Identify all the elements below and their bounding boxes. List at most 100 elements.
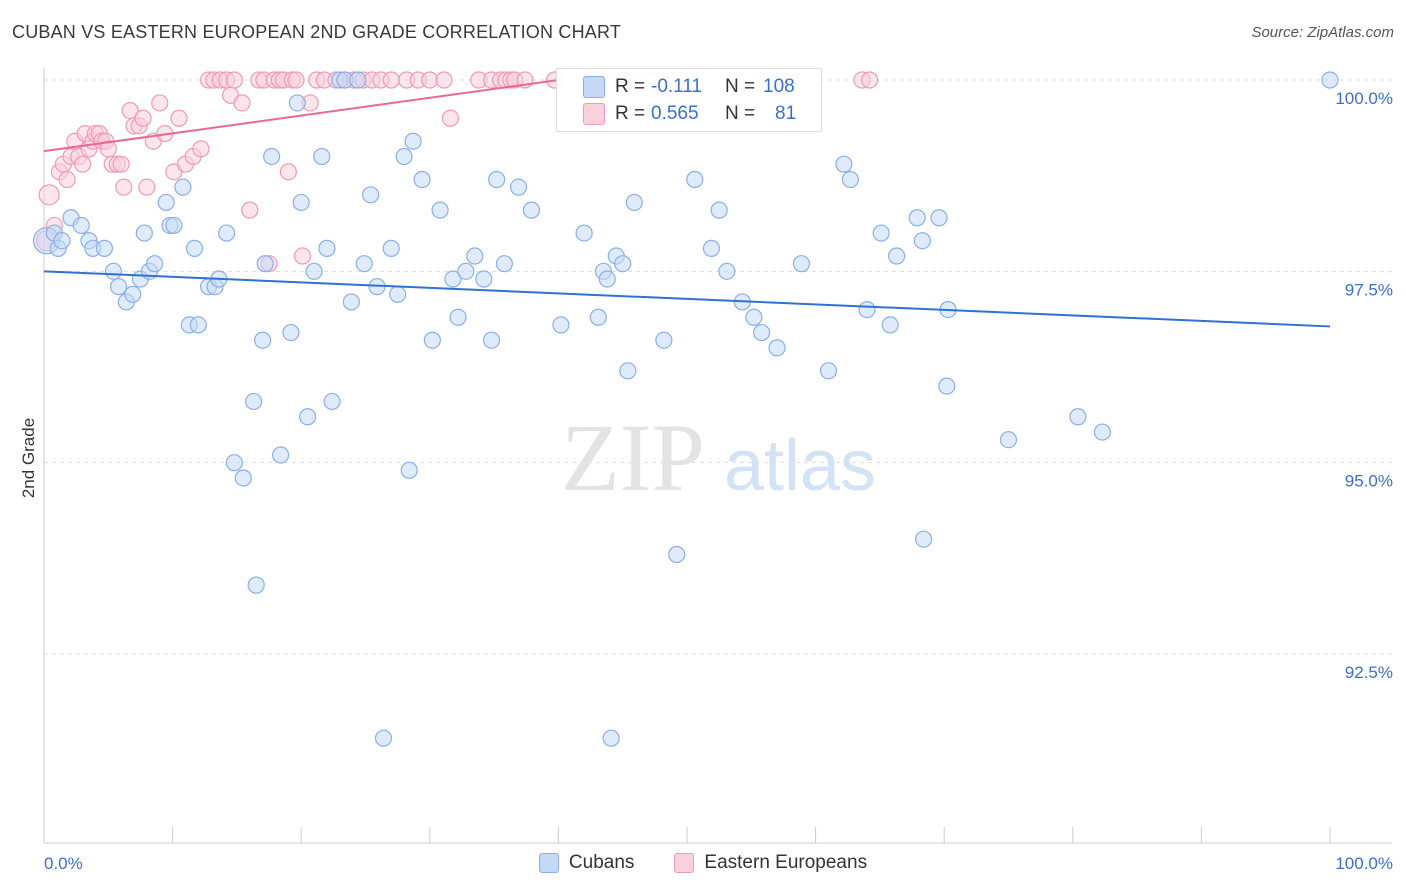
- eastern-point: [233, 94, 251, 112]
- legend-item-cubans[interactable]: Cubans: [538, 852, 635, 874]
- cubans-point: [752, 323, 771, 342]
- cubans-point: [466, 247, 484, 265]
- cubans-point: [342, 293, 360, 311]
- eastern-point: [241, 201, 259, 219]
- cubans-point: [522, 201, 540, 219]
- cubans-point: [349, 71, 367, 89]
- eastern-n-label: N =: [725, 103, 756, 124]
- watermark-zip: ZIP: [561, 404, 705, 511]
- cubans-point: [575, 224, 593, 242]
- legend-swatch-eastern: [674, 853, 695, 873]
- cubans-point: [449, 308, 467, 326]
- chart-title: CUBAN VS EASTERN EUROPEAN 2ND GRADE CORR…: [12, 22, 622, 42]
- cubans-point: [488, 170, 506, 189]
- eastern-point: [293, 247, 312, 265]
- cubans-point: [318, 239, 336, 257]
- cubans-point: [225, 454, 243, 472]
- eastern-point: [134, 109, 152, 127]
- legend: Cubans Eastern Europeans: [0, 852, 1406, 874]
- cubans-point: [174, 178, 192, 196]
- cubans-point: [135, 224, 153, 242]
- y-tick-label-3: 100.0%: [1335, 89, 1393, 108]
- cubans-point: [457, 262, 475, 280]
- watermark-atlas: atlas: [724, 426, 876, 506]
- eastern-point: [138, 178, 156, 196]
- cubans-point: [1321, 71, 1339, 89]
- eastern-point: [287, 71, 305, 89]
- cubans-point: [404, 132, 422, 150]
- cubans-point: [145, 255, 164, 273]
- cubans-point: [625, 193, 643, 212]
- eastern-point: [73, 155, 92, 173]
- cubans-point: [745, 308, 763, 326]
- cubans-r-value: -0.111: [651, 76, 703, 97]
- tick-labels: 92.5% 95.0% 97.5% 100.0% 0.0% 100.0%: [44, 89, 1393, 873]
- source-label: Source: ZipAtlas.com: [1251, 24, 1394, 41]
- axes: [43, 68, 1392, 844]
- cubans-point: [282, 323, 300, 342]
- cubans-point: [313, 147, 331, 166]
- stats-row-eastern: R = 0.565 N = 81: [557, 101, 821, 127]
- cubans-swatch: [583, 76, 605, 98]
- cubans-point: [614, 255, 632, 273]
- cubans-point: [72, 216, 90, 235]
- cubans-point: [444, 270, 462, 288]
- eastern-point: [112, 155, 130, 173]
- cubans-point: [686, 170, 704, 189]
- y-axis-label: 2nd Grade: [19, 418, 38, 498]
- eastern-point: [861, 71, 879, 89]
- y-tick-label-2: 97.5%: [1345, 280, 1393, 299]
- legend-label-eastern: Eastern Europeans: [704, 852, 868, 873]
- cubans-point: [619, 362, 637, 380]
- cubans-point: [509, 178, 528, 196]
- cubans-point: [263, 147, 281, 166]
- eastern-point: [58, 170, 76, 189]
- trend-lines: [43, 79, 1331, 328]
- eastern-swatch: [583, 103, 605, 125]
- cubans-points: [32, 71, 1339, 747]
- cubans-point: [999, 431, 1018, 449]
- cubans-n-label: N =: [725, 76, 756, 97]
- eastern-point: [441, 109, 459, 127]
- legend-label-cubans: Cubans: [568, 852, 635, 873]
- cubans-point: [888, 247, 906, 265]
- stats-row-cubans: R = -0.111 N = 108: [557, 74, 821, 100]
- eastern-point: [151, 94, 169, 112]
- cubans-point: [668, 545, 686, 564]
- cubans-point: [124, 285, 142, 303]
- cubans-point: [323, 392, 341, 411]
- cubans-point: [552, 316, 570, 334]
- eastern-point: [435, 71, 453, 89]
- x-tick-label-0: 0.0%: [44, 854, 83, 873]
- cubans-point: [930, 209, 948, 227]
- cubans-point: [382, 239, 400, 257]
- eastern-point: [382, 71, 400, 89]
- eastern-r-label: R =: [615, 103, 646, 124]
- cubans-point: [95, 239, 114, 257]
- legend-item-eastern[interactable]: Eastern Europeans: [674, 852, 867, 874]
- cubans-point: [718, 262, 736, 280]
- legend-swatch-cubans: [538, 853, 559, 873]
- eastern-point: [115, 178, 133, 196]
- zipatlas-watermark: ZIP atlas: [561, 404, 876, 511]
- cubans-trend-line: [43, 270, 1331, 328]
- cubans-point: [913, 232, 931, 250]
- cubans-point: [858, 301, 876, 319]
- cubans-point: [768, 339, 786, 357]
- cubans-point: [495, 255, 513, 273]
- y-tick-label-0: 92.5%: [1345, 663, 1393, 682]
- cubans-point: [835, 155, 853, 173]
- cubans-point: [475, 270, 493, 288]
- cubans-point: [157, 193, 175, 212]
- cubans-point: [299, 408, 317, 426]
- eastern-trend-line: [43, 79, 559, 153]
- cubans-point: [355, 255, 373, 273]
- cubans-point: [655, 331, 673, 349]
- cubans-r-label: R =: [615, 76, 646, 97]
- cubans-point: [254, 331, 272, 349]
- cubans-point: [589, 308, 607, 326]
- cubans-point: [602, 729, 620, 747]
- cubans-point: [104, 262, 123, 280]
- cubans-point: [400, 461, 418, 479]
- cubans-point: [881, 316, 899, 334]
